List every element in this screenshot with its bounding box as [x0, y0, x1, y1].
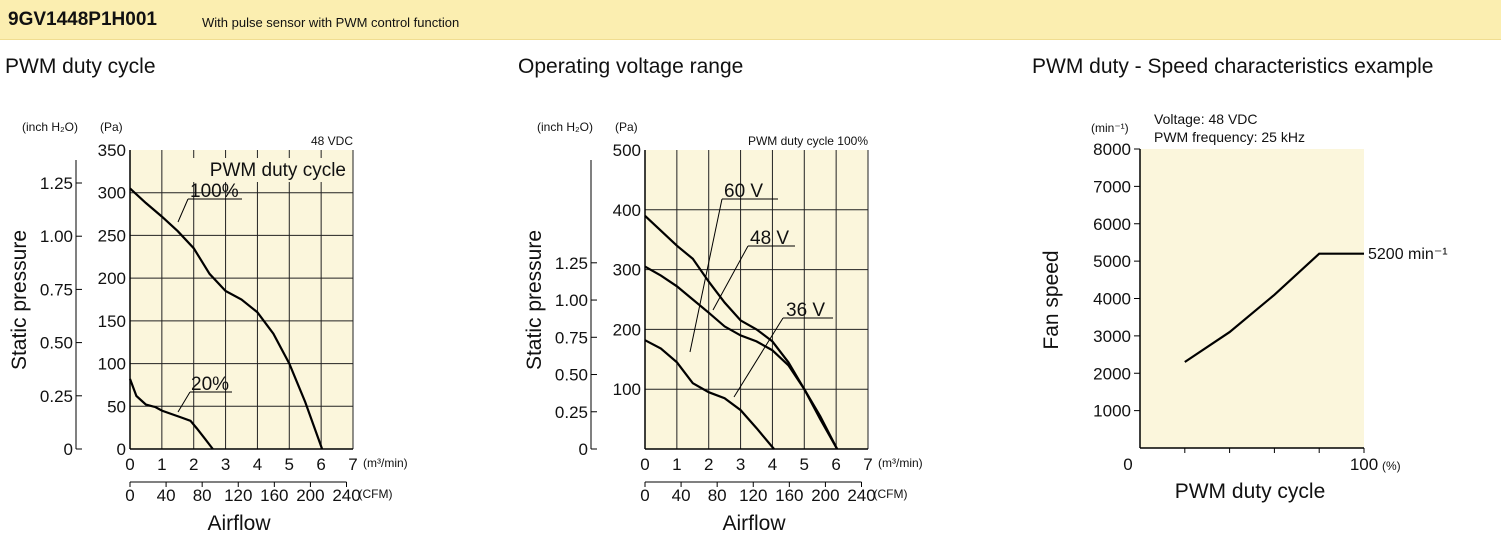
y-tick-label-pa: 200 [98, 269, 126, 288]
x-tick-label-m3: 7 [348, 455, 357, 474]
y-tick-label-pa: 0 [117, 440, 126, 459]
x-unit-m3: (m³/min) [363, 456, 408, 470]
series-line-20 [128, 378, 214, 450]
x-tick-label-cfm: 160 [260, 486, 288, 505]
series-leader-line [177, 391, 191, 413]
legend-title-bg [186, 158, 349, 182]
y-tick-label-inch: 0.50 [40, 334, 73, 353]
chart3-title: PWM duty - Speed characteristics example [1032, 55, 1434, 78]
chart2-title: Operating voltage range [518, 55, 744, 78]
x-tick-label-cfm: 120 [224, 486, 252, 505]
x-tick-label-cfm: 40 [157, 486, 176, 505]
x-tick-label-m3: 3 [221, 455, 230, 474]
y-axis-title: Static pressure [8, 230, 31, 370]
header-bar: 9GV1448P1H001 With pulse sensor with PWM… [0, 0, 1501, 40]
model-description: With pulse sensor with PWM control funct… [202, 15, 460, 30]
series-line-100 [129, 187, 324, 450]
chart-annotation: 48 VDC [311, 134, 353, 148]
model-number: 9GV1448P1H001 [8, 9, 157, 30]
x-tick-label-m3: 2 [189, 455, 198, 474]
series-label: 100% [190, 181, 239, 202]
x-unit-cfm: (CFM) [359, 487, 393, 501]
x-tick-label-cfm: 200 [296, 486, 324, 505]
y-tick-label-pa: 50 [107, 397, 126, 416]
chart1-title: PWM duty cycle [5, 55, 156, 78]
y-tick-label-pa: 300 [98, 184, 126, 203]
y-tick-label-pa: 150 [98, 312, 126, 331]
x-tick-label-cfm: 0 [125, 486, 134, 505]
y-tick-label-inch: 0 [64, 440, 73, 459]
x-tick-label-cfm: 80 [193, 486, 212, 505]
x-tick-label-m3: 6 [316, 455, 325, 474]
x-tick-label-m3: 5 [285, 455, 294, 474]
y-tick-label-pa: 350 [98, 141, 126, 160]
series-label: 20% [191, 374, 229, 395]
y-unit-pa: (Pa) [100, 120, 123, 134]
x-tick-label-m3: 1 [157, 455, 166, 474]
x-tick-label-m3: 4 [253, 455, 262, 474]
x-axis-title: Airflow [207, 512, 271, 535]
y-tick-label-inch: 0.75 [40, 280, 73, 299]
series-leader-line [177, 198, 189, 223]
y-tick-label-pa: 100 [98, 355, 126, 374]
y-tick-label-pa: 250 [98, 226, 126, 245]
y-unit-inch: (inch H₂O) [22, 120, 78, 134]
y-tick-label-inch: 1.25 [40, 174, 73, 193]
x-tick-label-cfm: 240 [332, 486, 360, 505]
legend-title: PWM duty cycle [210, 160, 346, 181]
y-tick-label-inch: 0.25 [40, 387, 73, 406]
x-tick-label-m3: 0 [125, 455, 134, 474]
y-tick-label-inch: 1.00 [40, 227, 73, 246]
